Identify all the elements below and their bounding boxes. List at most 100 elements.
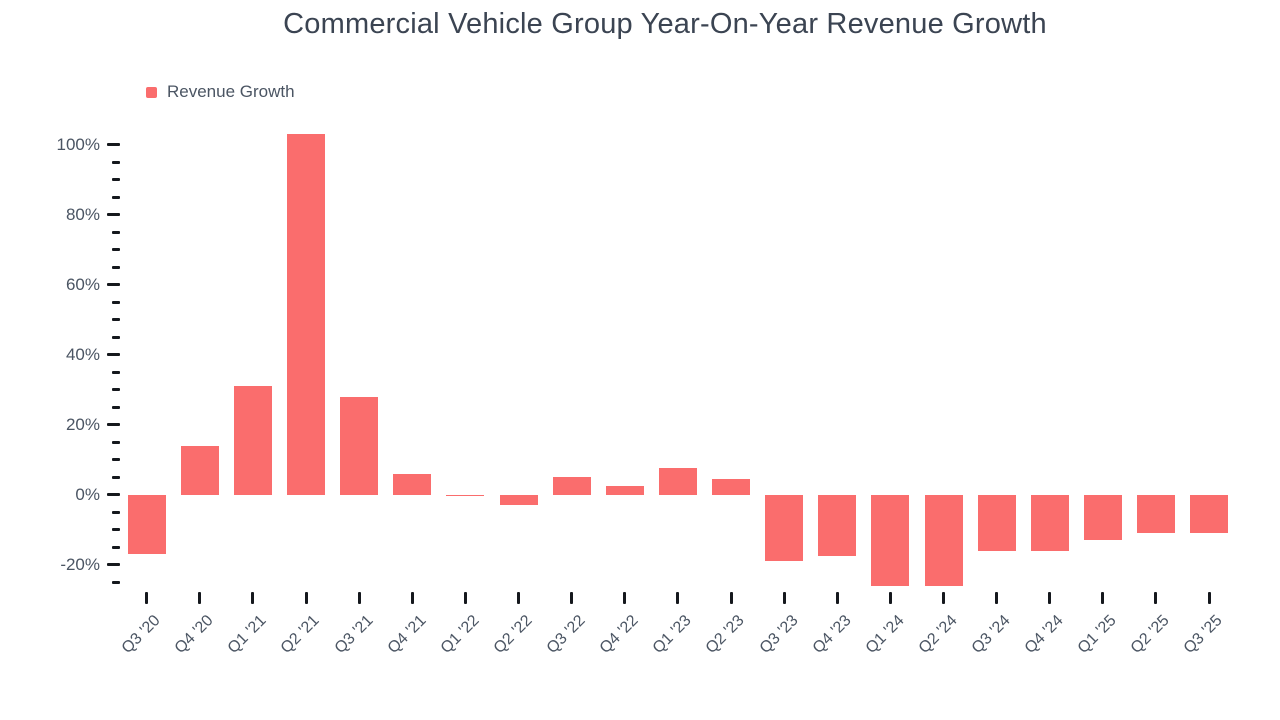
y-axis-label: 80%	[65, 204, 100, 224]
y-axis-major-tick	[107, 283, 120, 286]
revenue-bar	[446, 494, 485, 497]
y-axis-label: 20%	[65, 414, 100, 434]
x-axis-label: Q3 '24	[968, 612, 1014, 658]
x-axis-tick	[1207, 591, 1211, 604]
y-axis-major-tick	[107, 213, 120, 216]
y-axis-minor-tick	[112, 335, 120, 339]
x-axis-label: Q1 '22	[437, 612, 483, 658]
x-axis-tick	[835, 591, 839, 604]
x-axis-tick	[1154, 591, 1158, 604]
x-axis-tick	[942, 591, 945, 604]
x-axis-tick	[357, 591, 361, 604]
x-axis-tick	[463, 591, 467, 604]
revenue-bar	[977, 494, 1016, 551]
x-axis-label: Q4 '23	[809, 612, 855, 658]
y-axis-minor-tick	[112, 440, 120, 444]
y-axis-minor-tick	[112, 318, 120, 321]
x-axis-tick	[304, 591, 308, 604]
revenue-bar	[233, 386, 272, 495]
x-axis-tick	[517, 591, 521, 604]
y-axis-minor-tick	[112, 545, 120, 549]
x-axis-tick	[995, 591, 999, 604]
y-axis-minor-tick	[112, 248, 120, 251]
y-axis-minor-tick	[112, 388, 120, 391]
y-axis-major-tick	[107, 423, 120, 426]
x-axis-label: Q1 '25	[1074, 612, 1120, 658]
y-axis-label: 40%	[65, 344, 100, 364]
x-axis-tick	[782, 591, 786, 604]
y-axis-minor-tick	[112, 510, 120, 514]
y-axis-major-tick	[107, 493, 120, 496]
x-axis-tick	[729, 591, 733, 604]
x-axis-label: Q2 '24	[915, 612, 961, 658]
x-axis-label: Q2 '21	[278, 612, 324, 658]
x-axis-label: Q3 '20	[118, 612, 164, 658]
revenue-bar	[180, 445, 219, 495]
x-axis-tick	[251, 591, 255, 604]
revenue-bar	[340, 396, 379, 495]
y-axis-label: 0%	[75, 484, 100, 504]
x-axis-tick	[198, 591, 202, 604]
y-axis-minor-tick	[112, 370, 120, 374]
revenue-bar	[499, 494, 538, 505]
x-axis-tick	[410, 591, 414, 604]
revenue-bar	[605, 485, 644, 495]
x-axis-label: Q2 '25	[1128, 612, 1174, 658]
x-axis-label: Q3 '23	[756, 612, 802, 658]
revenue-bar	[127, 494, 166, 554]
revenue-bar	[1083, 494, 1122, 540]
y-axis-minor-tick	[112, 230, 120, 234]
x-axis-tick	[145, 591, 149, 604]
y-axis-minor-tick	[112, 160, 120, 164]
revenue-bar	[658, 468, 697, 495]
legend-color-swatch	[146, 87, 157, 98]
revenue-bar	[871, 494, 910, 586]
x-axis-tick	[676, 591, 680, 604]
x-axis-label: Q2 '22	[490, 612, 536, 658]
x-axis-tick	[623, 591, 627, 604]
x-axis-label: Q2 '23	[703, 612, 749, 658]
y-axis-minor-tick	[112, 580, 120, 584]
x-axis-label: Q1 '24	[862, 612, 908, 658]
x-axis-label: Q3 '21	[331, 612, 377, 658]
revenue-bar	[1190, 494, 1229, 533]
x-axis-label: Q4 '22	[596, 612, 642, 658]
revenue-bar	[818, 494, 857, 556]
y-axis-minor-tick	[112, 475, 120, 479]
y-axis-label: -20%	[60, 554, 100, 574]
y-axis-minor-tick	[112, 405, 120, 409]
chart-title: Commercial Vehicle Group Year-On-Year Re…	[283, 8, 1047, 40]
x-axis-label: Q4 '21	[384, 612, 430, 658]
x-axis-tick	[1101, 591, 1105, 604]
y-axis-minor-tick	[112, 178, 120, 181]
revenue-bar	[393, 473, 432, 495]
y-axis-major-tick	[107, 353, 120, 356]
x-axis-tick	[570, 591, 574, 604]
x-axis-tick	[888, 591, 892, 604]
y-axis-minor-tick	[112, 300, 120, 304]
x-axis-label: Q3 '25	[1181, 612, 1227, 658]
x-axis-label: Q1 '21	[224, 612, 270, 658]
y-axis-major-tick	[107, 143, 120, 146]
legend: Revenue Growth	[146, 82, 295, 102]
y-axis-minor-tick	[112, 265, 120, 269]
legend-series-label: Revenue Growth	[167, 82, 295, 101]
y-axis-label: 100%	[56, 134, 100, 154]
x-axis-tick	[1048, 591, 1052, 604]
y-axis-minor-tick	[112, 195, 120, 199]
revenue-bar	[765, 494, 804, 561]
x-axis-label: Q4 '24	[1021, 612, 1067, 658]
revenue-bar	[1030, 494, 1069, 551]
y-axis-label: 60%	[65, 274, 100, 294]
revenue-bar	[924, 494, 963, 586]
revenue-bar	[1136, 494, 1175, 533]
revenue-bar	[552, 477, 591, 495]
x-axis-label: Q3 '22	[543, 612, 589, 658]
y-axis-minor-tick	[112, 458, 120, 461]
y-axis-major-tick	[107, 563, 120, 566]
revenue-bar	[287, 134, 326, 495]
x-axis-label: Q4 '20	[171, 612, 217, 658]
x-axis-label: Q1 '23	[649, 612, 695, 658]
